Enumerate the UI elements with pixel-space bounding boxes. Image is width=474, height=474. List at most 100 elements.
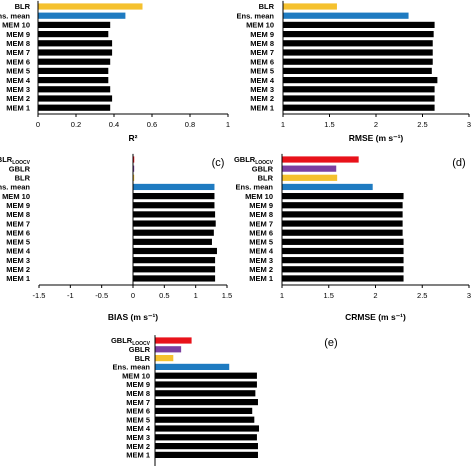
category-label-blr: BLR	[15, 2, 31, 11]
category-label-mem-5: MEM 5	[126, 415, 150, 424]
bar-mem-10	[38, 21, 111, 28]
category-label-mem-1: MEM 1	[126, 451, 150, 460]
x-tick-label: 1	[226, 120, 230, 129]
x-tick-label: 2	[374, 120, 378, 129]
bar-ens-mean	[282, 183, 373, 191]
x-tick-label: 0	[36, 120, 40, 129]
category-label-mem-9: MEM 9	[6, 30, 30, 39]
category-label-mem-2: MEM 2	[249, 265, 273, 274]
category-label-mem-4: MEM 4	[6, 76, 31, 85]
category-label-blr: BLR	[15, 174, 31, 183]
category-label-ens-mean: Ens. mean	[112, 363, 150, 372]
bar-mem-5	[155, 416, 255, 423]
bar-mem-10	[283, 21, 435, 28]
category-label-mem-7: MEM 7	[6, 48, 30, 57]
bar-mem-4	[155, 425, 260, 432]
category-label-mem-6: MEM 6	[6, 57, 30, 66]
category-label-gblr: GBLR	[129, 345, 151, 354]
bar-mem-10	[282, 193, 404, 200]
bar-mem-7	[155, 399, 258, 406]
category-label-mem-10: MEM 10	[2, 21, 30, 30]
category-label-ens-mean: Ens. mean	[0, 11, 30, 20]
bar-mem-7	[133, 220, 216, 227]
category-label-mem-6: MEM 6	[250, 57, 274, 66]
x-tick-label: 0.6	[147, 120, 157, 129]
x-axis-title: RMSE (m s⁻¹)	[349, 133, 404, 143]
category-label-ens-mean: Ens. mean	[0, 183, 30, 192]
x-tick-label: 1.5	[324, 291, 334, 300]
category-label-mem-2: MEM 2	[126, 442, 150, 451]
category-label-mem-5: MEM 5	[6, 238, 30, 247]
bar-ens-mean	[38, 12, 126, 19]
bar-ens-mean	[283, 12, 409, 19]
category-label-mem-10: MEM 10	[122, 371, 150, 380]
category-label-mem-4: MEM 4	[250, 76, 275, 85]
category-label-gblr-loocv: GBLRLOOCV	[0, 155, 31, 166]
category-label-mem-2: MEM 2	[250, 94, 274, 103]
bar-mem-9	[133, 202, 215, 209]
category-label-mem-5: MEM 5	[249, 238, 273, 247]
x-axis-title: CRMSE (m s⁻¹)	[345, 312, 406, 322]
bar-mem-6	[155, 407, 253, 414]
category-label-mem-10: MEM 10	[245, 192, 273, 201]
x-tick-label: 3	[467, 120, 471, 129]
bar-mem-8	[133, 211, 216, 218]
category-label-mem-3: MEM 3	[250, 85, 274, 94]
bar-mem-4	[283, 77, 438, 84]
x-tick-label: 1.5	[222, 291, 232, 300]
bar-mem-3	[283, 86, 435, 93]
category-label-mem-1: MEM 1	[6, 274, 30, 283]
x-tick-label: 0	[131, 291, 135, 300]
category-label-mem-8: MEM 8	[126, 389, 150, 398]
category-label-mem-10: MEM 10	[2, 192, 30, 201]
x-tick-label: 0.5	[159, 291, 169, 300]
bar-mem-8	[283, 40, 433, 47]
x-tick-label: 2.5	[417, 120, 427, 129]
bar-gblr-loocv	[155, 337, 192, 344]
bar-mem-7	[38, 49, 113, 56]
category-label-gblr-loocv: GBLRLOOCV	[111, 336, 151, 347]
category-label-mem-5: MEM 5	[250, 67, 274, 76]
bar-mem-5	[282, 238, 404, 245]
x-tick-label: -1	[67, 291, 74, 300]
category-label-mem-7: MEM 7	[126, 398, 150, 407]
category-label-mem-1: MEM 1	[249, 274, 273, 283]
x-tick-label: 1.5	[324, 120, 334, 129]
bar-mem-1	[133, 275, 216, 282]
category-label-mem-7: MEM 7	[6, 219, 30, 228]
x-tick-label: 2	[373, 291, 377, 300]
category-label-mem-3: MEM 3	[126, 433, 150, 442]
category-label-mem-6: MEM 6	[6, 228, 30, 237]
category-label-ens-mean: Ens. mean	[236, 11, 274, 20]
category-label-gblr: GBLR	[9, 164, 31, 173]
category-label-blr: BLR	[258, 174, 274, 183]
bar-mem-5	[133, 238, 212, 245]
x-tick-label: 0.4	[109, 120, 119, 129]
bar-mem-9	[282, 202, 403, 209]
bar-mem-7	[282, 220, 403, 227]
bar-mem-7	[283, 49, 433, 56]
bar-ens-mean	[155, 363, 230, 370]
category-label-mem-8: MEM 8	[249, 210, 273, 219]
bar-mem-3	[133, 257, 216, 264]
bar-blr	[282, 174, 338, 181]
bar-gblr	[133, 165, 135, 172]
bar-mem-3	[38, 86, 111, 93]
bar-gblr-loocv	[282, 156, 359, 163]
x-tick-label: 1	[281, 120, 285, 129]
bar-mem-6	[283, 58, 433, 65]
x-tick-label: 1	[194, 291, 198, 300]
bar-blr	[155, 355, 174, 362]
bar-mem-1	[282, 275, 404, 282]
bar-gblr-loocv	[133, 156, 135, 163]
x-tick-label: 1	[280, 291, 284, 300]
panel-label: (d)	[452, 157, 465, 169]
x-axis-title: BIAS (m s⁻¹)	[108, 312, 158, 322]
category-label-mem-4: MEM 4	[249, 247, 274, 256]
x-tick-label: 2.5	[417, 291, 427, 300]
category-label-mem-1: MEM 1	[6, 103, 30, 112]
